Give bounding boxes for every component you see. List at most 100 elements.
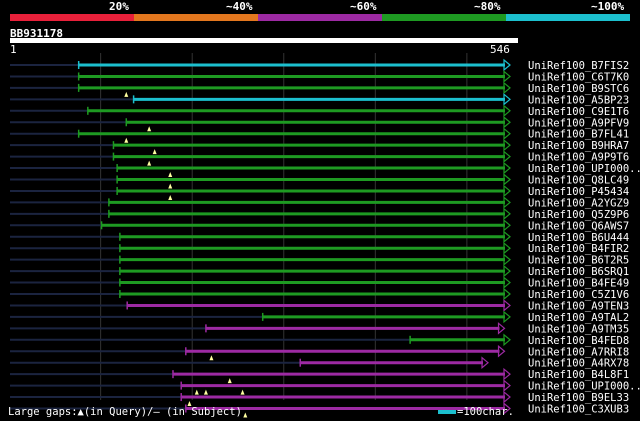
gap-marker-icon	[203, 389, 208, 395]
arrow-icon	[503, 367, 511, 381]
arrow-icon	[503, 104, 511, 118]
arrow-icon	[503, 241, 511, 255]
arrow-icon	[503, 138, 511, 152]
hit-row[interactable]: UniRef100_C9E1T6	[10, 104, 629, 118]
query-id: BB931178	[10, 27, 63, 40]
hit-row[interactable]: UniRef100_B9EL33	[10, 390, 629, 407]
arrow-icon	[503, 70, 511, 83]
arrow-icon	[503, 184, 511, 198]
hit-label[interactable]: UniRef100_A4RX78	[528, 358, 629, 370]
ruler-start-label: 1	[10, 43, 17, 56]
hit-row[interactable]: UniRef100_B6T2R5	[10, 253, 629, 267]
hit-row[interactable]: UniRef100_A5BP23	[10, 93, 629, 106]
arrow-icon	[503, 115, 511, 129]
gap-marker-icon	[240, 389, 245, 395]
hit-row[interactable]: UniRef100_UPI000...	[10, 379, 640, 395]
hit-row[interactable]: UniRef100_B4FE49	[10, 276, 629, 290]
hit-row[interactable]: UniRef100_UPI000...	[10, 161, 640, 178]
hit-label[interactable]: UniRef100_Q5Z9P6	[528, 209, 629, 221]
hit-label[interactable]: UniRef100_UPI000...	[528, 381, 640, 393]
hit-row[interactable]: UniRef100_B4FIR2	[10, 241, 629, 255]
hit-label[interactable]: UniRef100_B9EL33	[528, 392, 629, 404]
gap-marker-icon	[124, 137, 129, 143]
identity-label: ~40%	[226, 0, 253, 13]
arrow-icon	[503, 219, 511, 232]
hit-label[interactable]: UniRef100_A9TAL2	[528, 312, 629, 324]
hit-row[interactable]: UniRef100_C5Z1V6	[10, 287, 629, 301]
hit-row[interactable]: UniRef100_Q8LC49	[10, 173, 629, 189]
arrow-icon	[503, 253, 511, 266]
gap-marker-icon	[187, 401, 192, 407]
hit-row[interactable]: UniRef100_A9PFV9	[10, 115, 629, 132]
hit-label[interactable]: UniRef100_UPI000...	[528, 163, 640, 175]
gap-marker-icon	[124, 91, 129, 97]
hit-row[interactable]: UniRef100_B6U444	[10, 230, 629, 244]
hit-row[interactable]: UniRef100_B9STC6	[10, 81, 629, 97]
hit-label[interactable]: UniRef100_Q8LC49	[528, 175, 629, 187]
arrow-icon	[503, 402, 511, 415]
gap-marker-icon	[168, 183, 173, 189]
hit-label[interactable]: UniRef100_B9HRA7	[528, 140, 629, 152]
hit-label[interactable]: UniRef100_A9TEN3	[528, 300, 629, 312]
hit-label[interactable]: UniRef100_A2YGZ9	[528, 197, 629, 209]
query-ruler	[10, 38, 518, 43]
hit-label[interactable]: UniRef100_C9E1T6	[528, 106, 629, 118]
gap-marker-icon	[168, 172, 173, 178]
hit-row[interactable]: UniRef100_B6SRQ1	[10, 264, 629, 278]
hit-row[interactable]: UniRef100_C6T7K0	[10, 70, 629, 83]
hit-label[interactable]: UniRef100_B4FED8	[528, 335, 629, 347]
hit-label[interactable]: UniRef100_A9PFV9	[528, 117, 629, 129]
hit-label[interactable]: UniRef100_B6SRQ1	[528, 266, 629, 278]
identity-label: ~60%	[350, 0, 377, 13]
hit-row[interactable]: UniRef100_A4RX78	[10, 356, 629, 370]
hit-label[interactable]: UniRef100_C5Z1V6	[528, 289, 629, 301]
hit-label[interactable]: UniRef100_Q6AWS7	[528, 220, 629, 232]
gap-marker-icon	[194, 389, 199, 395]
hit-label[interactable]: UniRef100_B7FIS2	[528, 60, 629, 72]
hit-label[interactable]: UniRef100_B9STC6	[528, 83, 629, 95]
hit-row[interactable]: UniRef100_B4L8F1	[10, 367, 629, 384]
hit-label[interactable]: UniRef100_C3XUB3	[528, 404, 629, 416]
hit-label[interactable]: UniRef100_B7FL41	[528, 129, 629, 141]
arrow-icon	[503, 161, 511, 175]
hit-label[interactable]: UniRef100_A9P9T6	[528, 152, 629, 164]
gap-marker-icon	[243, 412, 248, 418]
hit-row[interactable]: UniRef100_A7RRI8	[10, 344, 629, 361]
hit-row[interactable]: UniRef100_A9TAL2	[10, 310, 629, 324]
hit-label[interactable]: UniRef100_B6U444	[528, 232, 629, 244]
hit-row[interactable]: UniRef100_Q6AWS7	[10, 219, 629, 232]
hit-label[interactable]: UniRef100_A9TM35	[528, 323, 629, 335]
arrow-icon	[503, 93, 511, 106]
gap-marker-icon	[152, 149, 157, 155]
hit-row[interactable]: UniRef100_Q5Z9P6	[10, 207, 629, 221]
hit-label[interactable]: UniRef100_B4L8F1	[528, 369, 629, 381]
identity-segment	[134, 14, 258, 21]
gap-marker-icon	[209, 355, 214, 361]
arrow-icon	[503, 196, 511, 209]
hit-row[interactable]: UniRef100_B4FED8	[10, 333, 629, 347]
hit-row[interactable]: UniRef100_P45434	[10, 184, 629, 200]
hit-row[interactable]: UniRef100_B7FL41	[10, 127, 629, 143]
hit-row[interactable]: UniRef100_A9P9T6	[10, 150, 629, 166]
hit-row[interactable]: UniRef100_B9HRA7	[10, 138, 629, 155]
hit-label[interactable]: UniRef100_B6T2R5	[528, 255, 629, 267]
hit-label[interactable]: UniRef100_B4FIR2	[528, 243, 629, 255]
hit-label[interactable]: UniRef100_P45434	[528, 186, 629, 198]
identity-label: 20%	[109, 0, 129, 13]
ruler-end-label: 546	[490, 43, 510, 56]
arrow-icon	[503, 276, 511, 289]
arrow-icon	[503, 58, 511, 72]
hit-row[interactable]: UniRef100_A9TEN3	[10, 299, 629, 312]
scale-legend: =100char.	[438, 406, 514, 418]
hit-label[interactable]: UniRef100_A7RRI8	[528, 346, 629, 358]
hit-row[interactable]: UniRef100_A9TM35	[10, 322, 629, 335]
identity-segment	[10, 14, 134, 21]
hit-label[interactable]: UniRef100_A5BP23	[528, 94, 629, 106]
hit-row[interactable]: UniRef100_A2YGZ9	[10, 196, 629, 209]
hit-row[interactable]: UniRef100_B7FIS2	[10, 58, 629, 72]
hit-row[interactable]: UniRef100_C3XUB3	[10, 402, 629, 418]
hit-label[interactable]: UniRef100_C6T7K0	[528, 71, 629, 83]
hit-label[interactable]: UniRef100_B4FE49	[528, 278, 629, 290]
arrow-icon	[503, 81, 511, 95]
